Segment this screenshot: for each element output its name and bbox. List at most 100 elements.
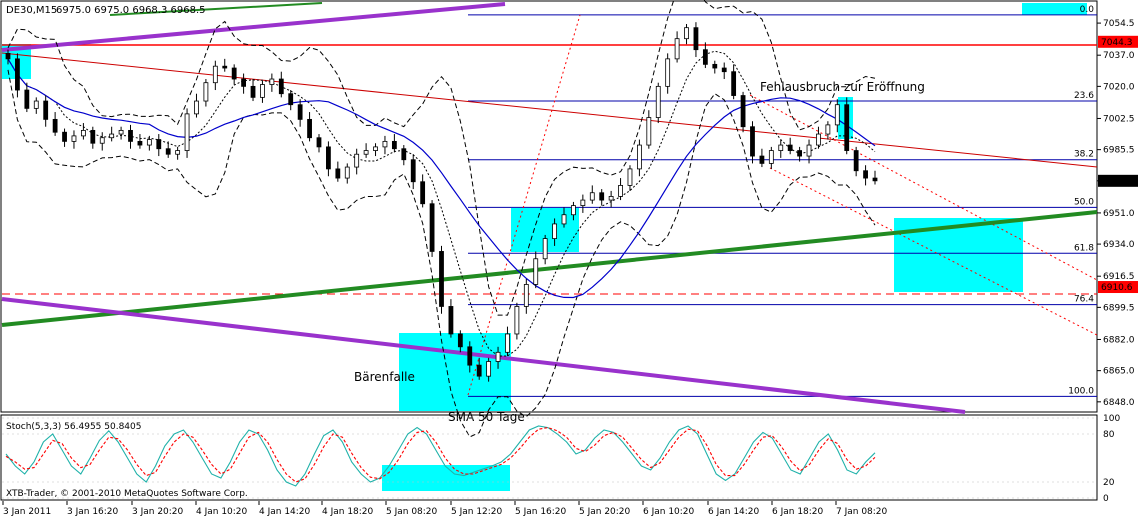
stoch-level-label: 20 bbox=[1103, 478, 1115, 488]
candle-body bbox=[523, 284, 529, 307]
purple-trend-bottom bbox=[1, 297, 966, 414]
candle-body bbox=[316, 137, 322, 148]
candle-body bbox=[109, 133, 115, 139]
price-label-box bbox=[1098, 35, 1138, 48]
candle-body bbox=[759, 155, 765, 164]
x-tick-label: 4 Jan 18:20 bbox=[322, 507, 374, 517]
candle-body bbox=[561, 214, 567, 225]
candle-body bbox=[580, 199, 586, 206]
candle-body bbox=[212, 65, 218, 84]
candle-body bbox=[505, 333, 510, 353]
candle-body bbox=[165, 148, 171, 155]
candle-body bbox=[571, 205, 576, 216]
x-tick-label: 6 Jan 10:20 bbox=[643, 507, 695, 517]
candle-body bbox=[128, 129, 133, 142]
candle-body bbox=[194, 100, 199, 115]
sma-50-line bbox=[7, 58, 876, 299]
candle-body bbox=[146, 139, 152, 146]
fib-lines: 0.0 23.6 38.2 50.0 61.8 76.4 100.0 bbox=[468, 5, 1097, 397]
candle-body bbox=[90, 129, 96, 144]
current-price-box bbox=[1098, 174, 1138, 187]
candle-body bbox=[156, 139, 162, 150]
y-tick-label: 7020.0 bbox=[1103, 82, 1135, 92]
fib-level-label: 100.0 bbox=[1068, 386, 1094, 396]
candle-body bbox=[410, 159, 416, 183]
candle-body bbox=[608, 196, 614, 201]
indicator-path bbox=[7, 50, 876, 357]
candle-body bbox=[674, 38, 680, 60]
current-price-text: 6968.5 bbox=[1101, 177, 1133, 187]
red-dotted-fan-a bbox=[467, 14, 581, 396]
candle-body bbox=[335, 168, 341, 179]
candlesticks bbox=[5, 22, 878, 382]
candle-body bbox=[269, 78, 275, 85]
candle-body bbox=[768, 150, 774, 164]
candle-body bbox=[495, 351, 501, 362]
candle-body bbox=[853, 150, 859, 172]
fib-level-label: 23.6 bbox=[1074, 91, 1094, 101]
fib-level-label: 50.0 bbox=[1074, 197, 1094, 207]
candle-body bbox=[476, 364, 482, 377]
candle-body bbox=[740, 95, 746, 128]
annotation-sma50: SMA 50 Tage bbox=[448, 410, 525, 424]
candle-body bbox=[467, 346, 473, 366]
candle-body bbox=[222, 65, 228, 69]
candle-body bbox=[721, 67, 727, 73]
fib-level-label: 61.8 bbox=[1074, 243, 1094, 253]
candle-body bbox=[307, 118, 312, 139]
candle-body bbox=[62, 131, 67, 142]
fib-level-label: 38.2 bbox=[1074, 150, 1094, 160]
candle-body bbox=[43, 100, 49, 120]
candle-body bbox=[552, 223, 557, 239]
candle-body bbox=[184, 113, 190, 151]
candle-body bbox=[439, 251, 444, 307]
candle-body bbox=[297, 104, 303, 120]
green-trend-main bbox=[1, 210, 1098, 327]
candle-body bbox=[787, 144, 793, 151]
x-tick-label: 3 Jan 2011 bbox=[3, 507, 51, 517]
y-tick-label: 6934.0 bbox=[1103, 240, 1135, 250]
candle-body bbox=[797, 150, 803, 157]
candle-body bbox=[750, 126, 755, 157]
candle-body bbox=[542, 238, 548, 260]
y-tick-label: 6899.5 bbox=[1103, 303, 1135, 313]
trend-lines bbox=[1, 2, 1098, 414]
candle-body bbox=[401, 148, 407, 161]
candle-body bbox=[278, 78, 284, 95]
price-labels: 7044.3 6910.6 6968.5 bbox=[1098, 35, 1138, 294]
candle-body bbox=[250, 85, 256, 98]
red-dotted-fan-c bbox=[749, 94, 1098, 281]
fib-level-label: 0.0 bbox=[1080, 5, 1095, 15]
purple-trend-top bbox=[1, 2, 506, 52]
candle-body bbox=[137, 140, 143, 146]
x-tick-label: 7 Jan 08:20 bbox=[836, 507, 888, 517]
candle-body bbox=[118, 129, 124, 135]
stoch-label: Stoch(5,3,3) 56.4955 50.8405 bbox=[6, 422, 141, 432]
stoch-k-line bbox=[5, 425, 876, 487]
candle-body bbox=[363, 150, 369, 155]
candle-body bbox=[52, 118, 58, 133]
candle-body bbox=[693, 27, 699, 51]
annotation-false-breakout: Fehlausbruch zur Eröffnung bbox=[760, 80, 925, 94]
candle-body bbox=[816, 133, 821, 146]
stoch-level-label: 0 bbox=[1103, 494, 1109, 504]
candle-body bbox=[844, 104, 850, 151]
indicator-path bbox=[7, 58, 876, 299]
x-axis: 3 Jan 2011 3 Jan 16:20 3 Jan 20:20 4 Jan 10… bbox=[2, 501, 888, 517]
candle-body bbox=[448, 306, 454, 335]
y-tick-label: 6951.0 bbox=[1103, 209, 1135, 219]
candle-body bbox=[344, 166, 350, 179]
candle-body bbox=[71, 135, 77, 142]
candle-body bbox=[391, 140, 397, 150]
stoch-pane-border bbox=[0, 414, 1098, 501]
candle-body bbox=[288, 93, 294, 106]
main-pane-border bbox=[0, 0, 1098, 413]
price-label-text: 7044.3 bbox=[1101, 38, 1133, 48]
red-channel-top bbox=[1, 52, 1098, 168]
indicator-path bbox=[7, 0, 876, 316]
ohlc-label: 6975.0 6975.0 6968.3 6968.5 bbox=[56, 5, 206, 16]
x-tick-label: 5 Jan 12:20 bbox=[451, 507, 503, 517]
y-tick-label: 6848.0 bbox=[1103, 398, 1135, 408]
stoch-level-label: 80 bbox=[1103, 430, 1115, 440]
y-tick-label: 7037.0 bbox=[1103, 51, 1135, 61]
